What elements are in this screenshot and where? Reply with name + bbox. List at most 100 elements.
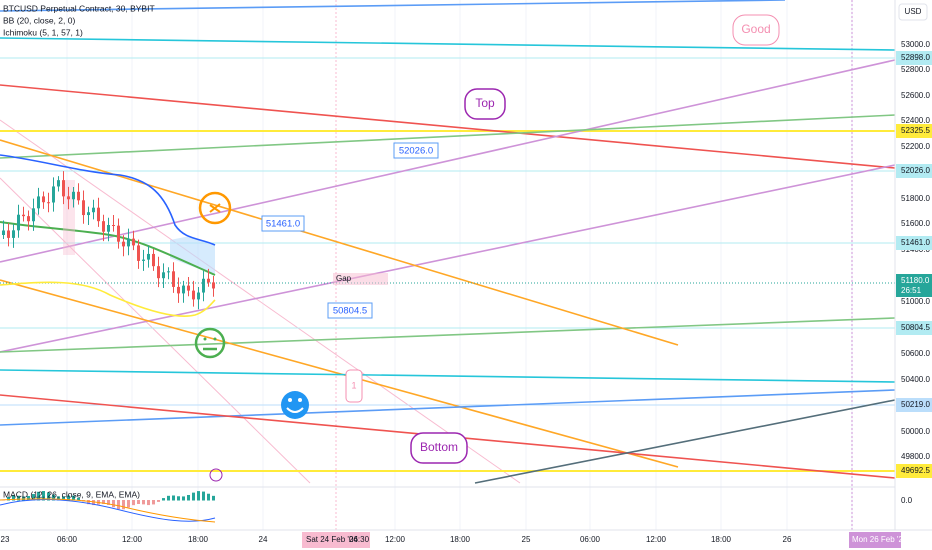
candle-body [212,282,215,289]
candle-body [47,202,50,204]
macd-bar [187,494,190,501]
candle-body [177,286,180,294]
time-label: 12:00 [646,535,667,544]
candle-body [192,290,195,300]
callout: Top [475,96,495,110]
candle-body [152,253,155,267]
candle-body [107,225,110,232]
time-label: 26 [783,535,792,544]
macd-bar [172,495,175,501]
macd-bar [152,500,155,505]
macd-line [0,499,216,522]
candle-body [122,241,125,247]
current-price-box [896,274,932,297]
macd [0,491,216,523]
candle-body [42,196,45,203]
candle-body [187,285,190,291]
currency-button[interactable] [898,3,928,21]
price-note: 52026.0 [399,146,433,157]
indicator: BB (20, close, 2, 0) [3,15,75,25]
end-date: Mon 26 Feb '24 [852,535,908,544]
callout: Good [741,22,770,36]
macd-bar [37,491,40,501]
macd-bar [197,491,200,501]
macd-bar [162,498,165,501]
macd-bar [57,496,60,501]
macd-bar [17,495,20,501]
macd-bar [137,500,140,504]
price-label: 52200.0 [901,142,930,151]
time-label: 18:00 [188,535,209,544]
time-label: 23 [1,535,10,544]
macd-bar [212,495,215,501]
gap-label: Gap [336,274,352,283]
callout: Bottom [420,440,458,454]
macd-bar [107,500,110,505]
price-marker: 50804.5 [901,323,930,332]
price-marker-box [896,464,932,478]
price-label: 52400.0 [901,116,930,125]
price-label: 52600.0 [901,91,930,100]
note-box [261,215,305,232]
candle-body [162,272,165,279]
emojis [194,191,309,482]
price-marker-box [896,321,932,335]
macd-bar [92,500,95,506]
price-label: 51000.0 [901,297,930,306]
price-note: 50804.5 [333,306,367,317]
price-label: 53000.0 [901,40,930,49]
time-label: 18:00 [450,535,471,544]
candle-body [197,292,200,300]
candle-body [82,200,85,216]
macd-bar [42,491,45,501]
marker: 1 [351,380,356,390]
price-labels: 53000.0 52800.0 52600.0 52400.0 52200.0 51800… [896,40,932,478]
price-note: 51461.0 [266,219,300,230]
candle-body [182,285,185,294]
macd-bar [147,500,150,506]
candle-body [2,230,5,235]
macd-zero: 0.0 [901,496,913,505]
cursor-box [302,532,370,548]
candle-body [202,278,205,293]
candle-body [207,278,210,283]
countdown: 26:51 [901,286,922,295]
price-marker-box [896,398,932,412]
candle-body [32,208,35,222]
callout-box [464,88,506,120]
end-date-box [849,532,901,548]
macd-bar [67,495,70,501]
price-label: 50400.0 [901,375,930,384]
note-box [393,142,439,159]
candle-body [37,196,40,209]
price-marker-box [896,236,932,250]
time-label: 06:00 [580,535,601,544]
macd-bar [202,491,205,501]
candle-body [7,230,10,238]
macd-title: MACD (12, 26, close, 9, EMA, EMA) [3,489,140,499]
time-labels: 23 06:00 12:00 18:00 24 12:00 18:00 25 06:00 12:0… [1,535,792,544]
candle-body [77,191,80,201]
candle-body [67,196,70,200]
price-marker: 50219.0 [901,400,930,409]
macd-bar [192,492,195,501]
price-axis [895,0,932,530]
candle-body [92,207,95,213]
currency[interactable]: USD [905,7,922,16]
candle-body [167,271,170,273]
time-label: 24 [259,535,268,544]
grid [66,0,853,530]
candle-body [132,238,135,246]
candle-body [142,259,145,261]
candle-body [102,221,105,232]
macd-bar [122,500,125,510]
callout-box [732,14,780,46]
macd-bar [157,500,160,502]
macd-bar [62,496,65,501]
macd-bar [72,495,75,501]
macd-bar [12,495,15,501]
drawings [0,0,896,484]
candle-body [137,245,140,261]
macd-bar [177,496,180,501]
